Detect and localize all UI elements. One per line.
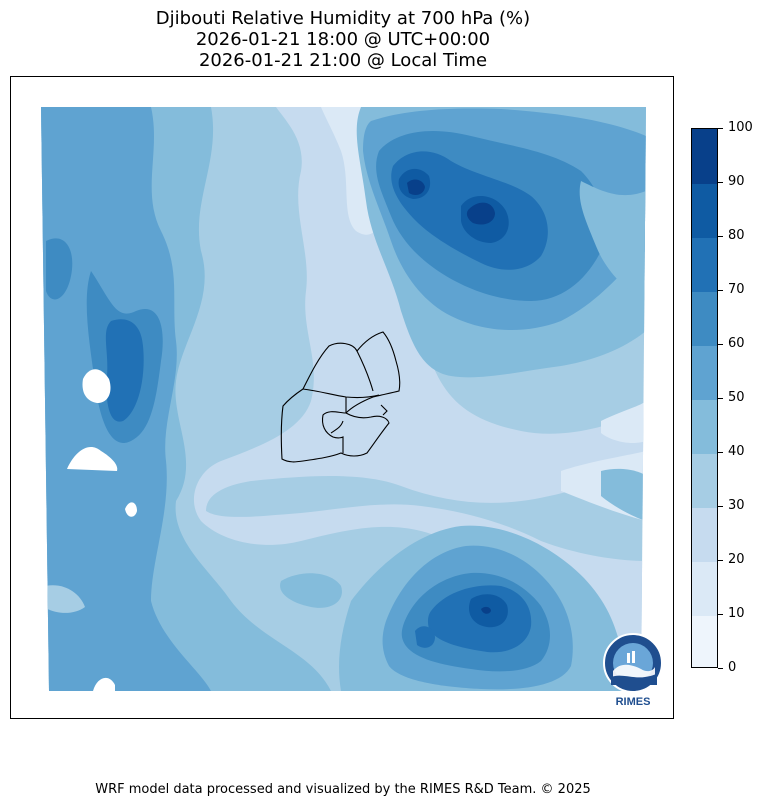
contour-10-20-east-2 <box>601 401 646 444</box>
coast-detail <box>380 404 388 416</box>
colorbar-tick-label: 90 <box>728 174 745 189</box>
national-border <box>280 331 401 463</box>
contour-90-100-se <box>481 606 491 614</box>
title-line-variable: Djibouti Relative Humidity at 700 hPa (%… <box>155 8 531 29</box>
contour-70-80-se-b <box>415 626 435 648</box>
colorbar-segment <box>692 615 717 667</box>
colorbar-tick-label: 10 <box>728 606 745 621</box>
humidity-contours <box>41 107 646 691</box>
contour-30-40-sw <box>41 585 85 613</box>
region-line-3 <box>321 396 347 453</box>
map-panel: RIMES <box>10 76 674 719</box>
rimes-logo-text: RIMES <box>616 696 651 708</box>
missing-data-patch-1 <box>82 369 111 403</box>
missing-data-patch-2 <box>67 447 118 471</box>
colorbar-tick-label: 40 <box>728 444 745 459</box>
colorbar-tick-label: 70 <box>728 282 745 297</box>
colorbar-segment <box>692 345 717 400</box>
colorbar-tick <box>718 613 723 615</box>
djibouti-boundaries <box>280 331 401 463</box>
colorbar-segment <box>692 399 717 454</box>
colorbar-tick <box>718 451 723 453</box>
colorbar-tick <box>718 559 723 561</box>
colorbar-tick <box>718 181 723 183</box>
contour-20-30 <box>193 107 646 661</box>
colorbar-tick-label: 20 <box>728 552 745 567</box>
contour-90-100-ne-b <box>407 179 425 195</box>
contour-40-50-e <box>601 468 646 521</box>
rimes-logo: RIMES <box>603 633 663 708</box>
colorbar-segment <box>692 183 717 238</box>
colorbar-tick-label: 60 <box>728 336 745 351</box>
title-line-local-time: 2026-01-21 21:00 @ Local Time <box>198 50 488 71</box>
colorbar-segment <box>692 291 717 346</box>
colorbar-tick <box>718 667 723 669</box>
contour-90-100-ne-a <box>466 202 495 225</box>
contour-40-50-s <box>280 573 342 608</box>
colorbar-tick <box>718 505 723 507</box>
colorbar-tick-label: 100 <box>728 120 753 135</box>
missing-data-patch-4 <box>93 677 115 691</box>
contour-70-80-west <box>105 319 144 422</box>
colorbar-tick-label: 0 <box>728 660 737 675</box>
footer-credit: WRF model data processed and visualized … <box>95 782 591 797</box>
colorbar-segment <box>692 129 717 184</box>
colorbar-tick <box>718 289 723 291</box>
colorbar-tick <box>718 397 723 399</box>
missing-data-patch-3 <box>125 502 137 517</box>
colorbar <box>691 128 718 668</box>
contour-60-70-far-west <box>46 238 73 300</box>
colorbar-tick <box>718 235 723 237</box>
colorbar-tick-label: 80 <box>728 228 745 243</box>
colorbar-segment <box>692 561 717 616</box>
contour-40-50-ne-east <box>579 181 646 301</box>
colorbar-segment <box>692 453 717 508</box>
colorbar-segment <box>692 507 717 562</box>
colorbar-tick-label: 30 <box>728 498 745 513</box>
colorbar-tick-label: 50 <box>728 390 745 405</box>
colorbar-tick <box>718 127 723 129</box>
chart-title: Djibouti Relative Humidity at 700 hPa (%… <box>0 8 686 71</box>
region-line-2 <box>356 350 374 392</box>
title-line-utc-time: 2026-01-21 18:00 @ UTC+00:00 <box>195 29 491 50</box>
humidity-map <box>41 107 646 691</box>
region-line-4 <box>330 420 344 434</box>
colorbar-tick <box>718 343 723 345</box>
colorbar-segment <box>692 237 717 292</box>
